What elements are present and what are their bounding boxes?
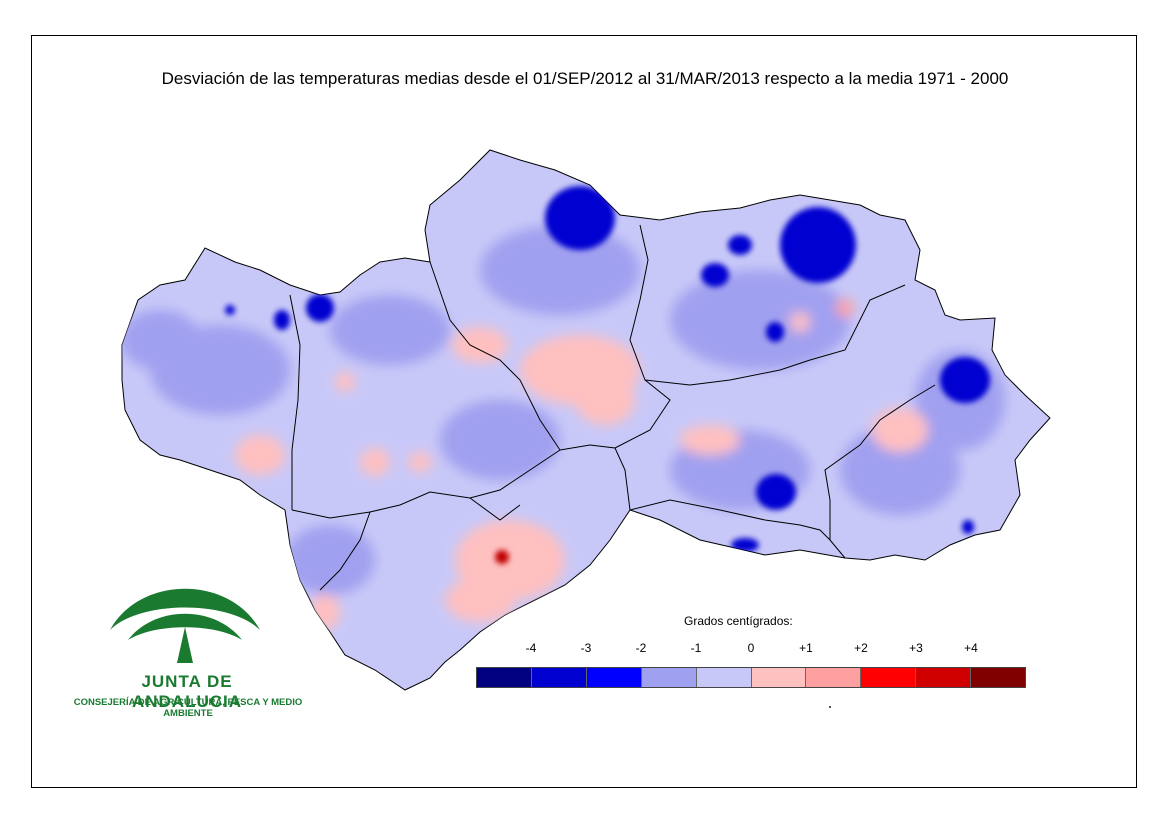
- legend-tick-label: +3: [909, 641, 923, 655]
- legend-swatch: [477, 668, 532, 687]
- legend-swatch: [531, 668, 587, 687]
- stray-dot: [829, 706, 831, 708]
- legend-tick-label: -4: [525, 641, 537, 655]
- legend-swatch: [696, 668, 752, 687]
- legend-swatch: [916, 668, 972, 687]
- legend-tick-label: -2: [635, 641, 647, 655]
- legend-swatch: [971, 668, 1026, 687]
- province-borders: [289, 224, 936, 591]
- legend-tick-label: +4: [964, 641, 978, 655]
- legend-swatch: [806, 668, 862, 687]
- cold-anomalies: [225, 186, 990, 564]
- legend-tick-label: +1: [799, 641, 813, 655]
- legend-tick-label: 0: [747, 641, 755, 655]
- legend-tick-label: -3: [580, 641, 592, 655]
- legend-swatch: [861, 668, 917, 687]
- legend-tick-label: +2: [854, 641, 868, 655]
- legend-title: Grados centígrados:: [684, 614, 793, 628]
- temperature-field: [122, 225, 1005, 630]
- legend-swatch: [641, 668, 697, 687]
- legend-color-bar: [476, 667, 1026, 688]
- department-name: CONSEJERÍA DE AGRICULTURA, PESCA Y MEDIO…: [73, 697, 303, 719]
- legend-tick-label: -1: [690, 641, 702, 655]
- junta-logo-icon: [110, 588, 260, 663]
- org-name: JUNTA DE ANDALUCIA: [131, 672, 243, 711]
- legend-swatch: [586, 668, 642, 687]
- legend-swatch: [751, 668, 807, 687]
- map-title: Desviación de las temperaturas medias de…: [161, 69, 1009, 88]
